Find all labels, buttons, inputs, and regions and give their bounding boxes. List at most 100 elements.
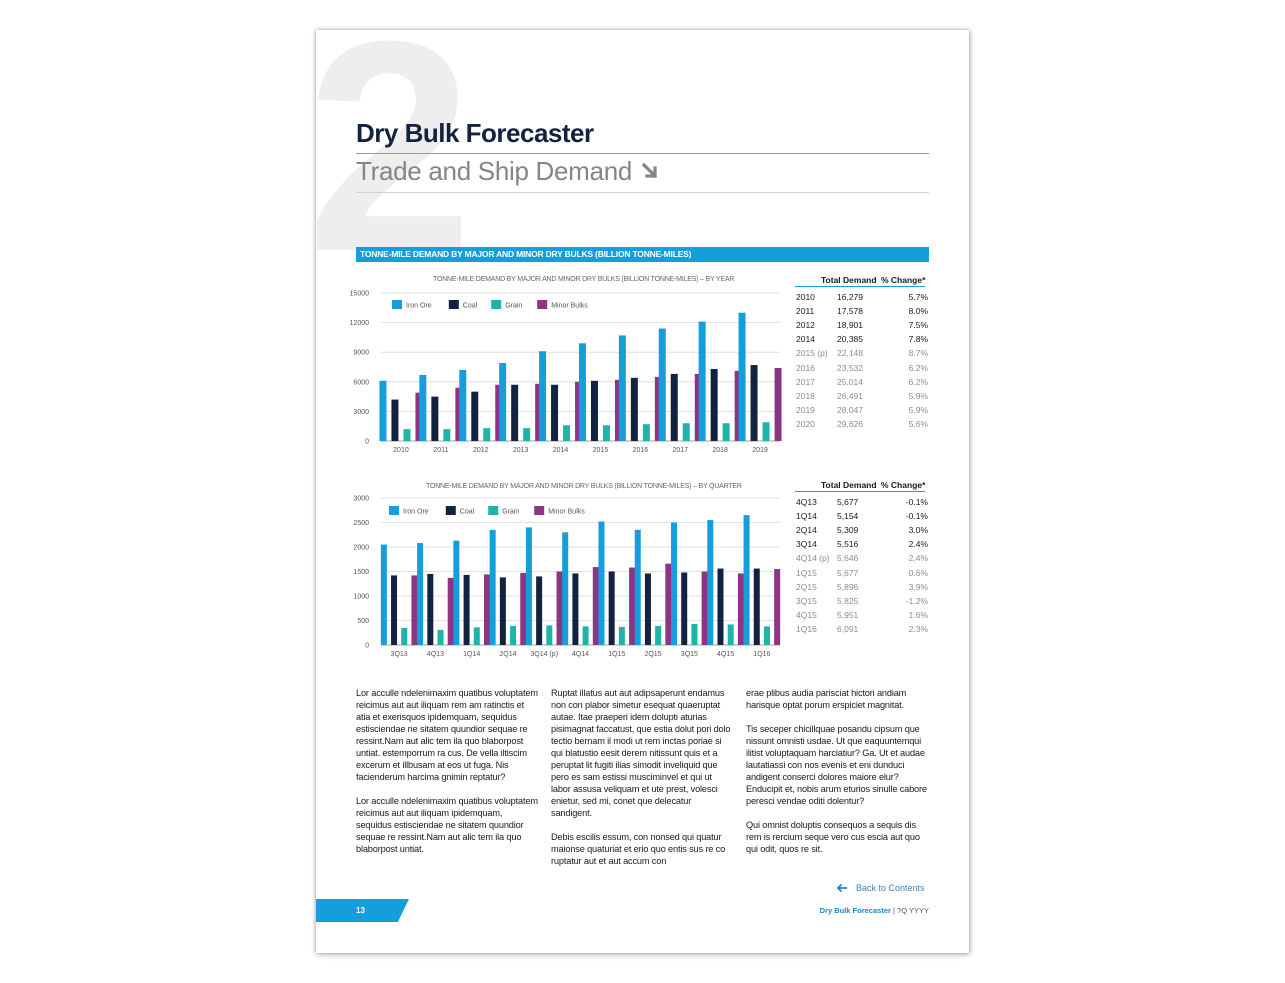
row-label: 2010 [796,292,815,302]
row-label: 2017 [796,376,815,387]
footer-separator: | [890,906,898,915]
row-total: 5,896 [837,581,859,592]
table-header: Total Demand [821,275,877,285]
table-row: 2017 25,014 6.2% [795,376,928,390]
table-row: 2014 20,385 7.8% [795,334,928,347]
bar [727,624,734,645]
table-header-rule [795,491,925,492]
row-total: 5,677 [837,567,859,578]
bar [443,429,451,441]
bar [701,571,708,645]
body-column-1: Lor acculle ndelenimaxim quatibus volupt… [356,687,538,867]
row-change: 5.9% [908,404,928,415]
table-header-rule [795,286,925,287]
row-total: 23,532 [837,362,863,373]
bar [562,532,569,645]
legend-label: Coal [460,509,475,516]
x-tick-label: 2016 [633,447,649,454]
chart-title-quarterly: TONNE-MILE DEMAND BY MAJOR AND MINOR DRY… [426,483,742,490]
x-tick-label: 3Q15 [681,651,698,658]
row-label: 2019 [796,404,815,415]
bar [447,577,454,645]
y-tick-label: 12000 [350,320,370,327]
table-row: 1Q15 5,677 0.6% [795,567,928,581]
bar [437,629,444,645]
table-row: 1Q16 6,091 2.3% [795,623,928,637]
x-tick-label: 4Q14 [572,651,589,658]
row-label: 2Q14 [796,525,817,536]
table-row: 2Q15 5,896 3.9% [795,581,928,595]
bar [750,365,758,441]
table-row: 2Q14 5,309 3.0% [795,525,928,538]
bar [698,321,706,441]
bar [774,367,782,441]
legend-swatch [537,300,548,309]
row-label: 2018 [796,390,815,401]
table-row: 4Q15 5,951 1.6% [795,610,928,623]
bar [483,428,491,441]
legend-label: Minor Bulks [551,303,588,310]
row-change: 5.6% [908,418,928,429]
row-total: 5,825 [837,595,859,606]
table-quarterly: Total Demand % Change* 4Q13 5,677 -0.1% 1Q14 5… [795,480,929,640]
bar [411,575,418,645]
y-tick-label: 2500 [353,520,369,527]
row-total: 6,091 [837,623,859,634]
bar [671,522,678,645]
bar [539,351,547,441]
bar [737,573,744,645]
legend-swatch [534,506,545,515]
bar [710,368,718,441]
bar [681,572,688,645]
legend-swatch [448,300,459,309]
x-tick-label: 4Q15 [717,651,734,658]
x-tick-label: 1Q16 [753,651,770,658]
legend-label: Minor Bulks [548,509,585,516]
paragraph: Tis seceper chicillquae posandu cipsum q… [746,724,927,806]
y-tick-label: 500 [357,618,369,625]
section-heading: TONNE-MILE DEMAND BY MAJOR AND MINOR DRY… [356,247,929,262]
legend-swatch [392,300,402,309]
bar [563,425,571,441]
table-row: 2018 26,491 5.9% [795,390,928,404]
x-tick-label: 4Q13 [427,651,444,658]
y-tick-label: 15000 [350,291,370,298]
legend-swatch [445,506,456,515]
row-total: 25,014 [837,376,863,387]
table-row: 4Q13 5,677 -0.1% [795,497,928,510]
table-row: 2020 29,626 5.6% [795,418,928,432]
bar [556,571,563,645]
legend-label: Coal [463,303,478,310]
row-total: 5,646 [837,553,859,564]
body-column-3: erae plibus audia parisciat hictori andi… [746,687,928,867]
table-row: 2012 18,901 7.5% [795,320,928,333]
bar [459,369,467,441]
y-tick-label: 9000 [353,350,369,357]
bar [717,568,724,645]
x-tick-label: 2018 [712,447,728,454]
title-divider [356,153,929,154]
arrow-down-right-icon [641,162,658,178]
legend-swatch [389,506,399,515]
bar [602,425,610,441]
x-tick-label: 2015 [593,447,609,454]
bar [753,568,760,645]
bar [546,625,553,645]
back-to-contents-link[interactable]: Back to Contents [836,883,925,893]
x-tick-label: 2014 [553,447,569,454]
table-row: 3Q14 5,516 2.4% [795,539,928,552]
table-row: 2010 16,279 5.7% [795,292,928,305]
x-tick-label: 1Q14 [463,651,480,658]
bar [520,572,527,645]
table-row: 4Q14 (p) 5,646 2.4% [795,553,928,566]
bar [634,529,641,645]
row-label: 4Q13 [796,497,817,507]
bar [644,573,651,645]
row-total: 28,047 [837,404,863,415]
y-tick-label: 3000 [353,409,369,416]
footer-tab [316,899,409,922]
row-change: 3.0% [908,525,928,536]
row-change: 0.6% [908,567,928,578]
row-total: 26,491 [837,390,863,401]
table-header: % Change* [881,480,926,490]
